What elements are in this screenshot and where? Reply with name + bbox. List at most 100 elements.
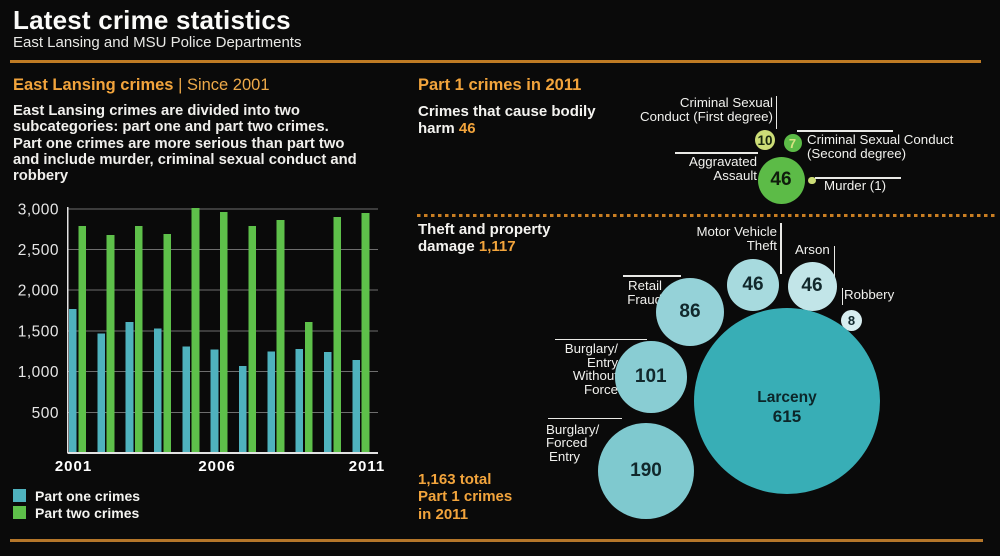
label-retail-line2: Fraud	[627, 291, 662, 307]
footer-divider	[10, 539, 983, 542]
label-bfe-line1: Burglary/	[546, 421, 600, 437]
bar-part-one	[210, 349, 219, 453]
larceny-text: Larceny 615	[757, 376, 816, 427]
x-tick-label: 2011	[349, 458, 386, 475]
label-bfe-line3: Entry	[549, 448, 581, 464]
harm-total: 46	[458, 119, 476, 137]
bar-part-one	[153, 328, 162, 453]
label-bewf-line3: Without	[572, 368, 618, 384]
label-aggravated-line1: Aggravated	[688, 154, 757, 169]
label-burglary-forced-entry: Burglary/ Forced Entry	[546, 421, 612, 464]
bar-part-two	[163, 234, 171, 453]
bar-part-one	[69, 308, 77, 453]
harm-heading-text: Crimes that cause bodily harm	[418, 103, 596, 137]
label-csc-first-degree: Criminal Sexual Conduct (First degree)	[600, 96, 773, 124]
y-tick-label: 500	[32, 405, 59, 422]
bar-part-one	[323, 352, 332, 453]
left-section-title: East Lansing crimes | Since 2001	[13, 76, 270, 95]
left-section-title-main: East Lansing crimes	[13, 76, 174, 94]
bubble-robbery: 8	[841, 309, 862, 331]
bar-part-one	[295, 348, 304, 453]
connector-burglary-forced	[548, 417, 622, 419]
bar-part-two	[333, 216, 341, 453]
page-subtitle: East Lansing and MSU Police Departments	[13, 34, 302, 51]
bubble-aggravated-assault: 46	[757, 156, 805, 204]
bar-part-two	[135, 225, 143, 453]
bubble-arson: 46	[787, 261, 837, 311]
y-tick-label: 1,000	[18, 364, 59, 381]
header-divider	[10, 60, 981, 63]
bar-part-two	[361, 212, 370, 453]
larceny-value: 615	[772, 406, 802, 426]
bar-part-one	[125, 321, 134, 453]
bubble-csc-first-degree: 10	[755, 130, 775, 150]
legend-item-part-two: Part two crimes	[13, 504, 140, 521]
right-section-title: Part 1 crimes in 2011	[418, 76, 582, 94]
bar-part-one	[182, 346, 190, 453]
larceny-label: Larceny	[757, 388, 817, 406]
connector-murder	[815, 177, 901, 179]
bar-part-two	[305, 321, 313, 453]
bar-part-two	[276, 220, 285, 453]
y-tick-label: 1,500	[18, 323, 59, 340]
label-csc1-line2: Conduct (First degree)	[639, 109, 773, 124]
connector-retail-fraud	[622, 275, 681, 277]
label-mvt-line1: Motor Vehicle	[696, 224, 777, 239]
legend-item-part-one: Part one crimes	[13, 487, 140, 504]
total-note: 1,163 total Part 1 crimes in 2011	[418, 471, 513, 523]
bubble-murder	[808, 176, 816, 184]
part-two-swatch	[13, 506, 26, 519]
label-murder: Murder (1)	[824, 178, 887, 193]
chart-legend: Part one crimes Part two crimes	[13, 487, 140, 521]
left-section-title-since: | Since 2001	[178, 76, 270, 94]
connector-robbery	[841, 288, 843, 305]
label-aggravated-line2: Assault	[713, 168, 757, 183]
label-aggravated-assault: Aggravated Assault	[657, 155, 757, 183]
bar-part-one	[352, 360, 360, 453]
bubble-motor-vehicle-theft: 46	[727, 259, 779, 311]
bar-chart: 500 1,000 1,500 2,000 2,500 3,000 2001 2006 2011	[18, 201, 386, 475]
page-title: Latest crime statistics	[13, 5, 291, 35]
label-csc2-line2: (Second degree)	[807, 146, 907, 161]
connector-burglary-no-force	[554, 338, 647, 340]
y-tick-label: 3,000	[18, 201, 59, 218]
theft-heading-text: Theft and property damage	[418, 221, 551, 255]
connector-csc1	[775, 96, 777, 129]
bubble-burglary-forced-entry: 190	[598, 423, 694, 519]
label-arson: Arson	[795, 242, 830, 257]
label-mvt-line2: Theft	[746, 238, 777, 253]
bubble-retail-fraud: 86	[656, 278, 724, 346]
y-tick-label: 2,500	[18, 242, 59, 259]
label-motor-vehicle-theft: Motor Vehicle Theft	[677, 225, 777, 253]
label-retail-line1: Retail	[628, 277, 662, 293]
label-bewf-line2: Entry	[586, 354, 618, 370]
left-section-description: East Lansing crimes are divided into two…	[13, 103, 357, 185]
part-one-label: Part one crimes	[35, 487, 141, 504]
label-bfe-line2: Forced	[546, 435, 588, 451]
label-bewf-line4: Force	[584, 381, 618, 397]
x-tick-label: 2006	[198, 458, 235, 475]
x-tick-label: 2001	[55, 458, 92, 475]
label-csc1-line1: Criminal Sexual	[679, 95, 773, 110]
bar-part-two	[248, 225, 256, 453]
bar-part-two	[191, 207, 200, 453]
theft-heading: Theft and property damage 1,117	[418, 221, 608, 256]
dashed-divider	[417, 214, 995, 217]
bar-part-two	[220, 212, 228, 453]
bar-part-two	[78, 225, 86, 453]
label-robbery: Robbery	[844, 286, 895, 302]
connector-arson	[833, 246, 836, 277]
bar-part-one	[267, 351, 275, 453]
bubble-burglary-entry-without-force: 101	[615, 341, 687, 413]
theft-total: 1,117	[478, 237, 516, 255]
y-tick-label: 2,000	[18, 283, 59, 300]
label-csc-second-degree: Criminal Sexual Conduct (Second degree)	[807, 133, 977, 161]
bar-part-one	[238, 365, 247, 453]
bubble-larceny: Larceny 615	[694, 308, 880, 494]
harm-heading: Crimes that cause bodily harm 46	[418, 103, 603, 138]
connector-mvt	[780, 222, 782, 274]
part-two-label: Part two crimes	[35, 504, 140, 521]
connector-csc2	[797, 130, 893, 132]
label-bewf-line1: Burglary/	[564, 341, 618, 356]
